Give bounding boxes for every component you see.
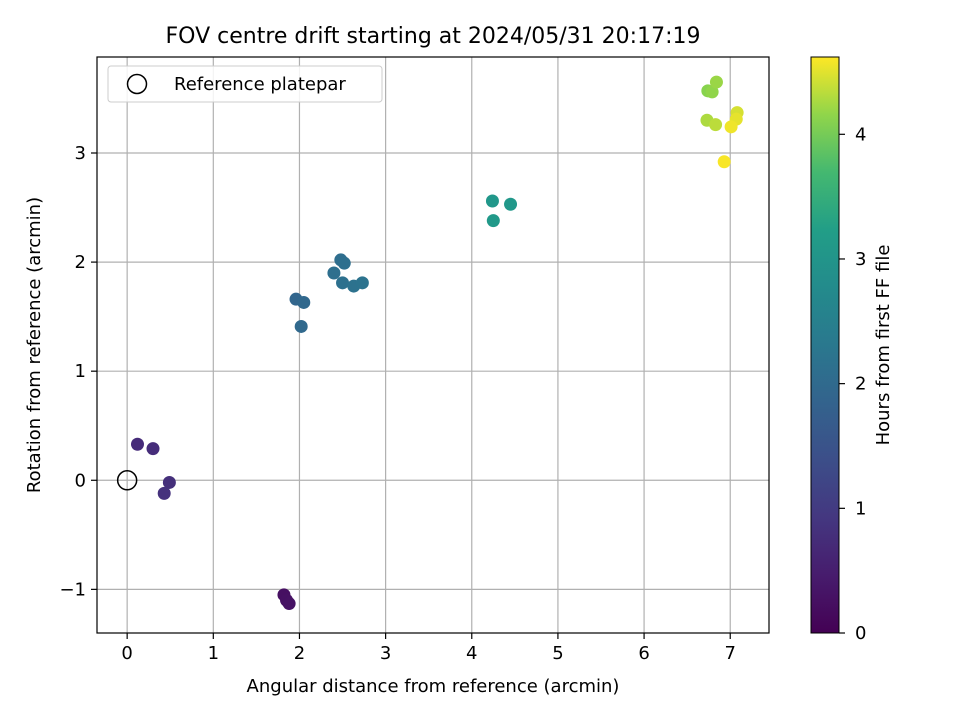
legend: Reference platepar [107, 65, 383, 103]
data-point [709, 118, 723, 132]
x-tick-label: 4 [466, 643, 477, 664]
plot-frame [96, 56, 770, 634]
reference-platepar-marker [116, 470, 138, 491]
y-axis-label: Rotation from reference (arcmin) [24, 197, 45, 493]
chart-title: FOV centre drift starting at 2024/05/31 … [166, 24, 701, 49]
y-tick-label: 1 [75, 361, 86, 382]
y-tick-label: −1 [59, 579, 86, 600]
x-tick-label: 2 [294, 643, 305, 664]
y-tick-label: 0 [75, 470, 86, 491]
x-tick-label: 0 [121, 643, 132, 664]
colorbar-gradient [810, 56, 840, 634]
x-tick-label: 6 [638, 643, 649, 664]
colorbar-ticks: 0 1 2 3 4 [839, 124, 866, 644]
colorbar: 0 1 2 3 4 Hours from first FF file [810, 56, 894, 644]
data-point [294, 319, 308, 333]
data-point [355, 276, 369, 290]
data-point [485, 194, 499, 208]
data-point [146, 442, 160, 456]
colorbar-tick-label: 3 [855, 249, 866, 270]
colorbar-tick-label: 4 [855, 124, 866, 145]
legend-marker-reference [126, 73, 148, 95]
y-axis: −1 0 1 2 3 [59, 143, 97, 600]
x-axis: 0 1 2 3 4 5 6 7 [121, 633, 736, 664]
colorbar-label: Hours from first FF file [873, 245, 894, 446]
legend-label-reference: Reference platepar [174, 74, 346, 95]
grid [97, 57, 769, 633]
x-tick-label: 5 [552, 643, 563, 664]
data-point [709, 75, 723, 89]
data-point [337, 256, 351, 270]
data-point [297, 295, 311, 309]
y-tick-label: 2 [75, 252, 86, 273]
colorbar-tick-label: 0 [855, 623, 866, 644]
x-tick-label: 1 [208, 643, 219, 664]
y-tick-label: 3 [75, 143, 86, 164]
data-point [162, 475, 176, 489]
data-point [705, 85, 719, 99]
x-tick-label: 7 [725, 643, 736, 664]
data-point [717, 155, 731, 169]
data-point [327, 266, 341, 280]
x-tick-label: 3 [380, 643, 391, 664]
data-point [504, 197, 518, 211]
data-point [130, 437, 144, 451]
legend-box [107, 65, 383, 103]
data-point [336, 276, 350, 290]
colorbar-tick-label: 2 [855, 374, 866, 395]
data-points [116, 75, 744, 611]
data-point [282, 597, 296, 611]
data-point [157, 486, 171, 500]
data-point [486, 214, 500, 228]
x-axis-label: Angular distance from reference (arcmin) [247, 676, 620, 697]
data-point [724, 120, 738, 134]
colorbar-tick-label: 1 [855, 498, 866, 519]
